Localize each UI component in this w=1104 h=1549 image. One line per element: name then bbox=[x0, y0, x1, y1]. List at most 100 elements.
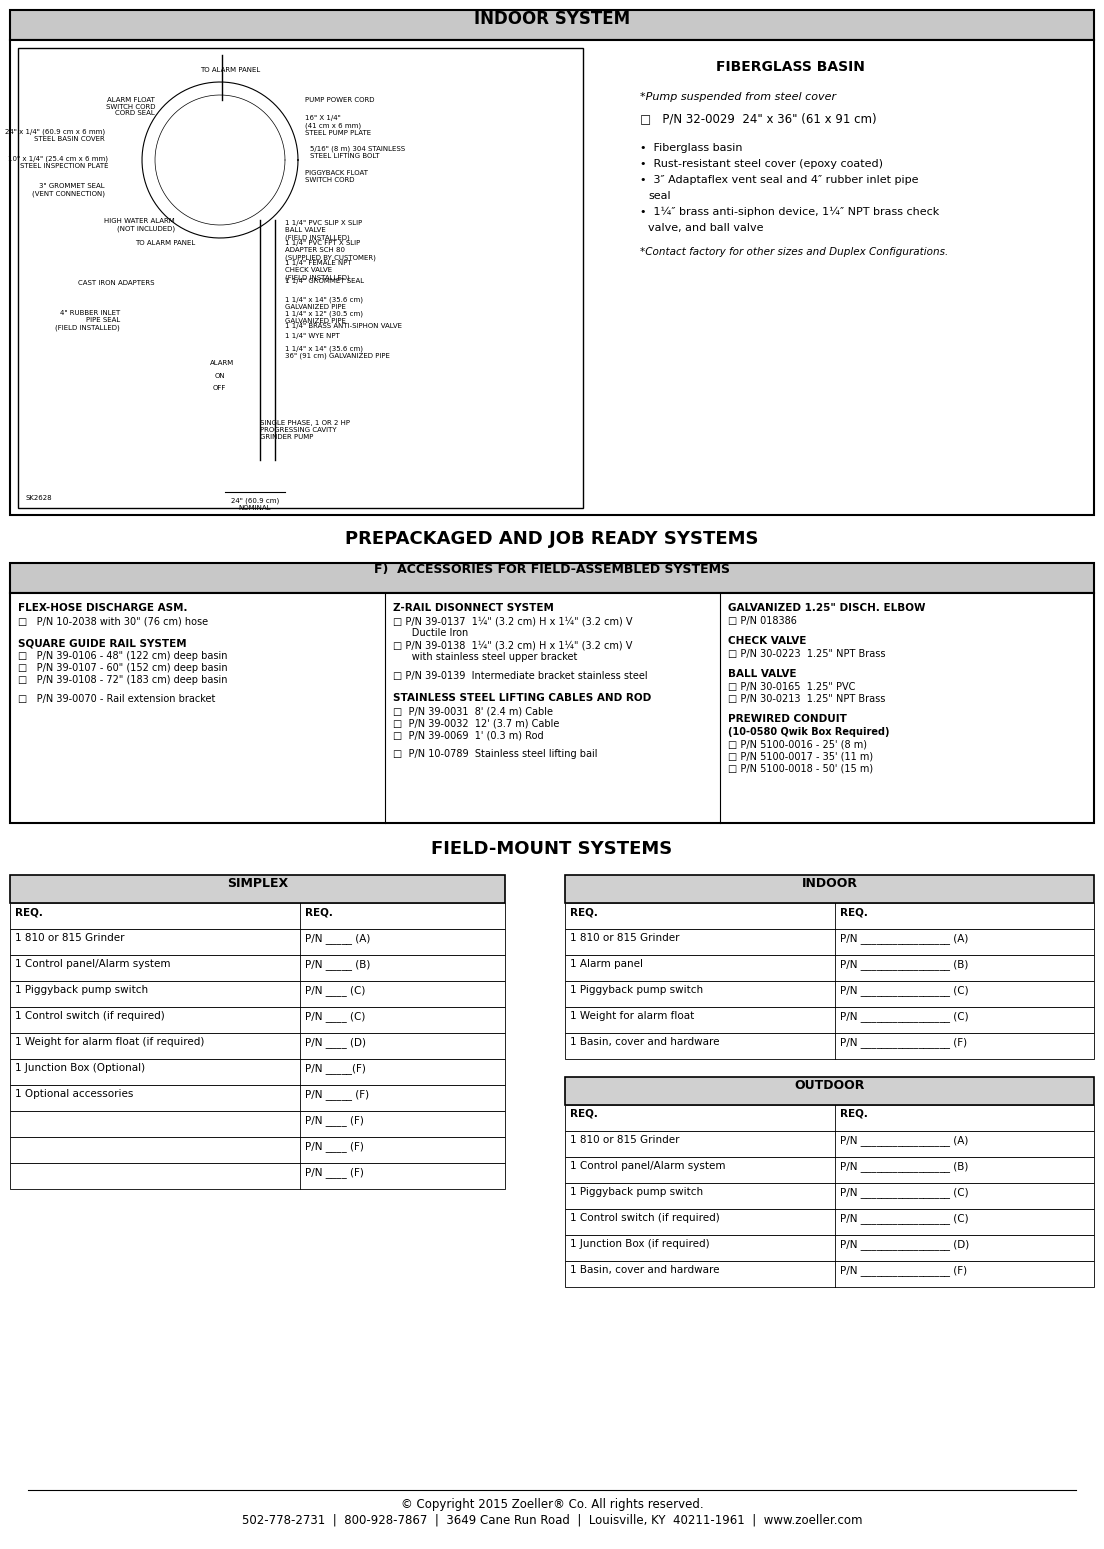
Bar bbox=[565, 903, 1094, 929]
Bar bbox=[18, 48, 583, 508]
Text: P/N _________________ (A): P/N _________________ (A) bbox=[840, 1135, 968, 1146]
Text: □ P/N 30-0165  1.25" PVC: □ P/N 30-0165 1.25" PVC bbox=[728, 682, 856, 692]
Text: REQ.: REQ. bbox=[840, 1109, 868, 1118]
Text: •  Fiberglass basin: • Fiberglass basin bbox=[640, 143, 743, 153]
Text: 1 810 or 815 Grinder: 1 810 or 815 Grinder bbox=[570, 932, 679, 943]
Text: 10" x 1/4" (25.4 cm x 6 mm)
STEEL INSPECTION PLATE: 10" x 1/4" (25.4 cm x 6 mm) STEEL INSPEC… bbox=[8, 155, 108, 169]
Bar bbox=[565, 929, 1094, 956]
Text: OUTDOOR: OUTDOOR bbox=[794, 1080, 864, 1092]
Text: □   P/N 32-0029  24" x 36" (61 x 91 cm): □ P/N 32-0029 24" x 36" (61 x 91 cm) bbox=[640, 112, 877, 125]
Text: (10-0580 Qwik Box Required): (10-0580 Qwik Box Required) bbox=[728, 726, 890, 737]
Bar bbox=[10, 1111, 505, 1137]
Text: 1 Piggyback pump switch: 1 Piggyback pump switch bbox=[570, 1187, 703, 1197]
Text: □  P/N 10-0789  Stainless steel lifting bail: □ P/N 10-0789 Stainless steel lifting ba… bbox=[393, 750, 597, 759]
Text: 502-778-2731  |  800-928-7867  |  3649 Cane Run Road  |  Louisville, KY  40211-1: 502-778-2731 | 800-928-7867 | 3649 Cane … bbox=[242, 1513, 862, 1527]
Text: •  Rust-resistant steel cover (epoxy coated): • Rust-resistant steel cover (epoxy coat… bbox=[640, 160, 883, 169]
Text: P/N _____(F): P/N _____(F) bbox=[305, 1063, 365, 1073]
Text: F)  ACCESSORIES FOR FIELD-ASSEMBLED SYSTEMS: F) ACCESSORIES FOR FIELD-ASSEMBLED SYSTE… bbox=[374, 562, 730, 576]
Text: © Copyright 2015 Zoeller® Co. All rights reserved.: © Copyright 2015 Zoeller® Co. All rights… bbox=[401, 1498, 703, 1510]
Text: P/N _________________ (C): P/N _________________ (C) bbox=[840, 1187, 968, 1197]
Text: REQ.: REQ. bbox=[570, 908, 598, 917]
Text: 1 Control switch (if required): 1 Control switch (if required) bbox=[570, 1213, 720, 1224]
Text: 1 Weight for alarm float: 1 Weight for alarm float bbox=[570, 1011, 694, 1021]
Text: SINGLE PHASE, 1 OR 2 HP
PROGRESSING CAVITY
GRINDER PUMP: SINGLE PHASE, 1 OR 2 HP PROGRESSING CAVI… bbox=[261, 420, 350, 440]
Bar bbox=[10, 562, 1094, 593]
Text: P/N _________________ (C): P/N _________________ (C) bbox=[840, 1011, 968, 1022]
Text: □ P/N 5100-0018 - 50' (15 m): □ P/N 5100-0018 - 50' (15 m) bbox=[728, 764, 873, 773]
Text: PREPACKAGED AND JOB READY SYSTEMS: PREPACKAGED AND JOB READY SYSTEMS bbox=[346, 530, 758, 548]
Text: P/N _____ (A): P/N _____ (A) bbox=[305, 932, 370, 943]
Text: □ P/N 30-0213  1.25" NPT Brass: □ P/N 30-0213 1.25" NPT Brass bbox=[728, 694, 885, 703]
Bar bbox=[565, 1235, 1094, 1261]
Text: P/N _____ (B): P/N _____ (B) bbox=[305, 959, 370, 970]
Text: •  3″ Adaptaflex vent seal and 4″ rubber inlet pipe: • 3″ Adaptaflex vent seal and 4″ rubber … bbox=[640, 175, 919, 184]
Bar bbox=[565, 875, 1094, 903]
Text: FIBERGLASS BASIN: FIBERGLASS BASIN bbox=[715, 60, 864, 74]
Bar bbox=[565, 1157, 1094, 1183]
Text: 1 1/4" x 14" (35.6 cm)
GALVANIZED PIPE: 1 1/4" x 14" (35.6 cm) GALVANIZED PIPE bbox=[285, 296, 363, 310]
Text: 1 Junction Box (if required): 1 Junction Box (if required) bbox=[570, 1239, 710, 1248]
Text: *Pump suspended from steel cover: *Pump suspended from steel cover bbox=[640, 91, 836, 102]
Text: SIMPLEX: SIMPLEX bbox=[227, 877, 288, 891]
Text: 4" RUBBER INLET
PIPE SEAL
(FIELD INSTALLED): 4" RUBBER INLET PIPE SEAL (FIELD INSTALL… bbox=[55, 310, 120, 330]
Text: □   P/N 39-0070 - Rail extension bracket: □ P/N 39-0070 - Rail extension bracket bbox=[18, 694, 215, 703]
Text: □ P/N 39-0138  1¼" (3.2 cm) H x 1¼" (3.2 cm) V: □ P/N 39-0138 1¼" (3.2 cm) H x 1¼" (3.2 … bbox=[393, 640, 633, 651]
Bar bbox=[565, 956, 1094, 981]
Bar bbox=[10, 956, 505, 981]
Text: ALARM: ALARM bbox=[210, 359, 234, 366]
Text: 1 Piggyback pump switch: 1 Piggyback pump switch bbox=[15, 985, 148, 994]
Text: 1 Optional accessories: 1 Optional accessories bbox=[15, 1089, 134, 1098]
Text: STAINLESS STEEL LIFTING CABLES AND ROD: STAINLESS STEEL LIFTING CABLES AND ROD bbox=[393, 692, 651, 703]
Text: HIGH WATER ALARM
(NOT INCLUDED): HIGH WATER ALARM (NOT INCLUDED) bbox=[104, 218, 176, 231]
Text: CHECK VALVE: CHECK VALVE bbox=[728, 637, 806, 646]
Text: PIGGYBACK FLOAT
SWITCH CORD: PIGGYBACK FLOAT SWITCH CORD bbox=[305, 170, 368, 183]
Bar bbox=[10, 593, 1094, 823]
Text: □ P/N 5100-0016 - 25' (8 m): □ P/N 5100-0016 - 25' (8 m) bbox=[728, 739, 867, 750]
Text: 1 Alarm panel: 1 Alarm panel bbox=[570, 959, 643, 970]
Bar bbox=[10, 1060, 505, 1084]
Text: □ P/N 39-0139  Intermediate bracket stainless steel: □ P/N 39-0139 Intermediate bracket stain… bbox=[393, 671, 648, 682]
Bar bbox=[10, 9, 1094, 40]
Text: □ P/N 30-0223  1.25" NPT Brass: □ P/N 30-0223 1.25" NPT Brass bbox=[728, 649, 885, 658]
Text: P/N ____ (C): P/N ____ (C) bbox=[305, 985, 365, 996]
Bar bbox=[565, 1210, 1094, 1235]
Bar bbox=[10, 1033, 505, 1060]
Text: 1 810 or 815 Grinder: 1 810 or 815 Grinder bbox=[15, 932, 125, 943]
Text: 16" X 1/4"
(41 cm x 6 mm)
STEEL PUMP PLATE: 16" X 1/4" (41 cm x 6 mm) STEEL PUMP PLA… bbox=[305, 115, 371, 135]
Text: P/N _________________ (F): P/N _________________ (F) bbox=[840, 1266, 967, 1276]
Text: with stainless steel upper bracket: with stainless steel upper bracket bbox=[393, 652, 577, 661]
Text: □   P/N 39-0107 - 60" (152 cm) deep basin: □ P/N 39-0107 - 60" (152 cm) deep basin bbox=[18, 663, 227, 672]
Text: 1 Basin, cover and hardware: 1 Basin, cover and hardware bbox=[570, 1266, 720, 1275]
Text: P/N _________________ (A): P/N _________________ (A) bbox=[840, 932, 968, 943]
Text: P/N _________________ (B): P/N _________________ (B) bbox=[840, 959, 968, 970]
Text: P/N ____ (D): P/N ____ (D) bbox=[305, 1036, 367, 1049]
Text: PUMP POWER CORD: PUMP POWER CORD bbox=[305, 98, 374, 102]
Text: □   P/N 39-0108 - 72" (183 cm) deep basin: □ P/N 39-0108 - 72" (183 cm) deep basin bbox=[18, 675, 227, 685]
Bar bbox=[565, 1007, 1094, 1033]
Text: Z-RAIL DISONNECT SYSTEM: Z-RAIL DISONNECT SYSTEM bbox=[393, 603, 554, 613]
Text: 1 1/4" PVC SLIP X SLIP
BALL VALVE
(FIELD INSTALLED): 1 1/4" PVC SLIP X SLIP BALL VALVE (FIELD… bbox=[285, 220, 362, 240]
Text: seal: seal bbox=[648, 191, 670, 201]
Text: CORD SEAL: CORD SEAL bbox=[115, 110, 155, 116]
Text: 1 Control panel/Alarm system: 1 Control panel/Alarm system bbox=[15, 959, 170, 970]
Bar bbox=[10, 903, 505, 929]
Text: REQ.: REQ. bbox=[15, 908, 43, 917]
Text: □ P/N 5100-0017 - 35' (11 m): □ P/N 5100-0017 - 35' (11 m) bbox=[728, 751, 873, 761]
Text: *Contact factory for other sizes and Duplex Configurations.: *Contact factory for other sizes and Dup… bbox=[640, 246, 948, 257]
Bar bbox=[10, 40, 1094, 514]
Bar bbox=[565, 1077, 1094, 1104]
Text: GALVANIZED 1.25" DISCH. ELBOW: GALVANIZED 1.25" DISCH. ELBOW bbox=[728, 603, 925, 613]
Text: ALARM FLOAT
SWITCH CORD: ALARM FLOAT SWITCH CORD bbox=[106, 98, 155, 110]
Text: 1 810 or 815 Grinder: 1 810 or 815 Grinder bbox=[570, 1135, 679, 1145]
Text: 1 Control panel/Alarm system: 1 Control panel/Alarm system bbox=[570, 1162, 725, 1171]
Text: □  P/N 39-0031  8' (2.4 m) Cable: □ P/N 39-0031 8' (2.4 m) Cable bbox=[393, 706, 553, 716]
Text: □  P/N 39-0069  1' (0.3 m) Rod: □ P/N 39-0069 1' (0.3 m) Rod bbox=[393, 730, 543, 740]
Text: 1 1/4" FEMALE NPT
CHECK VALVE
(FIELD INSTALLED): 1 1/4" FEMALE NPT CHECK VALVE (FIELD INS… bbox=[285, 260, 352, 280]
Text: INDOOR SYSTEM: INDOOR SYSTEM bbox=[474, 9, 630, 28]
Text: P/N _____ (F): P/N _____ (F) bbox=[305, 1089, 369, 1100]
Text: P/N _________________ (C): P/N _________________ (C) bbox=[840, 1213, 968, 1224]
Text: 1 Weight for alarm float (if required): 1 Weight for alarm float (if required) bbox=[15, 1036, 204, 1047]
Bar bbox=[565, 1131, 1094, 1157]
Text: P/N _________________ (D): P/N _________________ (D) bbox=[840, 1239, 969, 1250]
Text: SK2628: SK2628 bbox=[25, 496, 52, 500]
